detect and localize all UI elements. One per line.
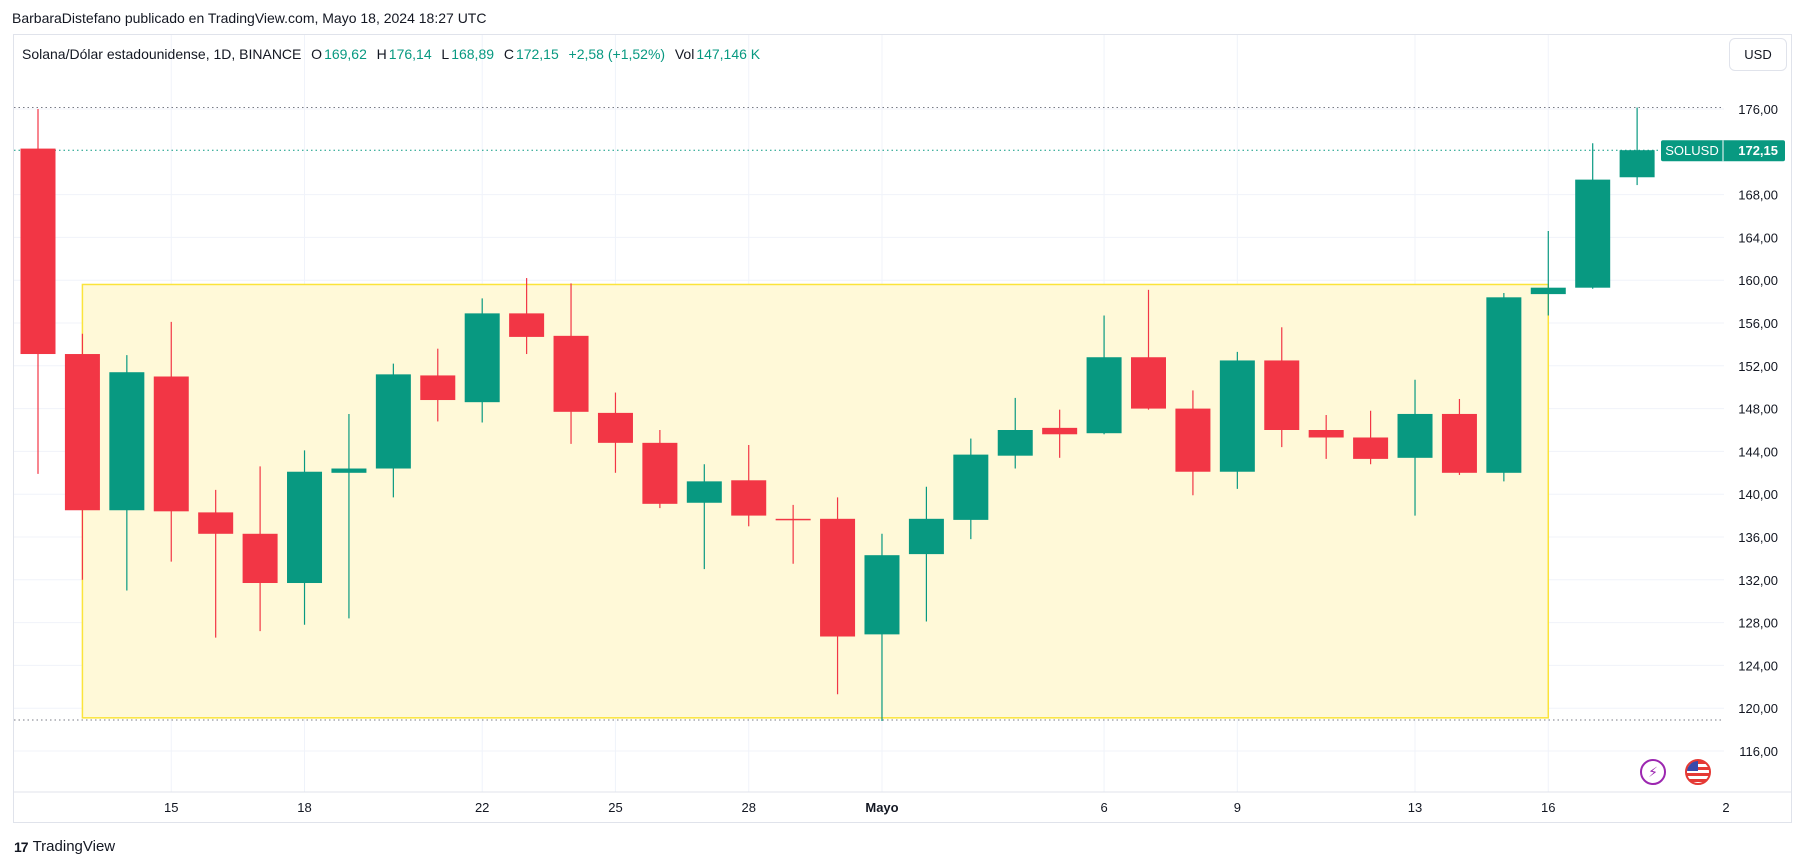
candle-up [1486,297,1522,473]
candle-up [1619,150,1655,178]
chart-frame [13,34,1792,823]
candle-up [1219,360,1255,472]
time-tick-label: 16 [1541,800,1555,815]
price-tick-label: 160,00 [1738,273,1778,288]
time-tick-label: 18 [297,800,311,815]
lightning-icon[interactable]: ⚡ [1640,759,1666,785]
price-tag-symbol: SOLUSD [1665,143,1718,158]
time-tick-label: 6 [1100,800,1107,815]
open-value: 169,62 [324,46,367,62]
candle-down [642,442,678,504]
price-tick-label: 144,00 [1738,444,1778,459]
candle-up [686,481,722,503]
candle-down [1175,408,1211,472]
time-tick-label: 13 [1408,800,1422,815]
high-value: 176,14 [388,46,432,62]
candle-down [731,480,767,516]
change-value: +2,58 (+1,52%) [568,46,666,62]
high-label: H [376,46,387,62]
time-tick-label: 9 [1234,800,1241,815]
close-label: C [503,46,514,62]
price-tick-label: 136,00 [1738,530,1778,545]
candle-down [509,313,545,337]
candle-up [1575,179,1611,288]
published-line: BarbaraDistefano publicado en TradingVie… [12,10,487,26]
candle-down [242,533,278,584]
candle-down [1264,360,1300,430]
candle-down [1308,430,1344,438]
candle-down [1353,437,1389,459]
candle-up [331,468,367,473]
candle-up [1397,413,1433,458]
candle-down [153,376,189,512]
low-value: 168,89 [451,46,495,62]
currency-button[interactable]: USD [1729,38,1787,71]
tradingview-logo-icon: 17 [14,838,29,855]
candle-down [1131,357,1166,409]
price-tick-label: 120,00 [1738,701,1778,716]
range-rectangle [81,283,1550,719]
candle-down [1042,427,1078,435]
candle-up [953,454,989,520]
price-tag-value: 172,15 [1738,143,1778,158]
candle-up [1530,287,1566,295]
symbol-title[interactable]: Solana/Dólar estadounidense, 1D, BINANCE [22,46,302,62]
candle-down [420,375,456,401]
time-tick-label: 28 [741,800,755,815]
volume-value: 147,146 K [696,46,761,62]
candle-up [908,518,944,555]
price-tick-label: 132,00 [1738,573,1778,588]
time-tick-label: 2 [1722,800,1729,815]
time-tick-label: Mayo [865,800,898,815]
price-tick-label: 128,00 [1738,616,1778,631]
tradingview-brand[interactable]: 17 TradingView [14,838,115,855]
price-tick-label: 156,00 [1738,316,1778,331]
price-tick-label: 176,00 [1738,102,1778,117]
candle-down [64,354,100,511]
candle-down [1441,413,1477,473]
candle-up [464,313,500,403]
price-tick-label: 164,00 [1738,230,1778,245]
candle-down [775,518,811,521]
candle-up [997,430,1033,456]
brand-label: TradingView [32,838,116,855]
volume-label: Vol [674,46,695,62]
candle-up [109,372,145,511]
candle-up [1086,357,1122,434]
time-tick-label: 22 [475,800,489,815]
time-tick-label: 25 [608,800,622,815]
candle-down [20,148,56,355]
candle-up [864,555,900,635]
open-label: O [311,46,323,62]
close-value: 172,15 [515,46,559,62]
low-label: L [441,46,450,62]
price-tick-label: 148,00 [1738,402,1778,417]
price-tick-label: 140,00 [1738,487,1778,502]
candle-down [553,335,589,412]
price-tick-label: 116,00 [1739,744,1778,759]
candle-up [375,374,411,469]
price-tick-label: 168,00 [1738,188,1778,203]
us-flag-icon[interactable] [1685,759,1711,785]
symbol-legend: Solana/Dólar estadounidense, 1D, BINANCE… [22,46,762,62]
candle-down [198,512,234,534]
price-tick-label: 124,00 [1738,658,1778,673]
candle-down [820,518,856,637]
price-tick-label: 152,00 [1738,359,1778,374]
candle-up [287,471,323,584]
time-tick-label: 15 [164,800,178,815]
candle-down [597,412,633,443]
